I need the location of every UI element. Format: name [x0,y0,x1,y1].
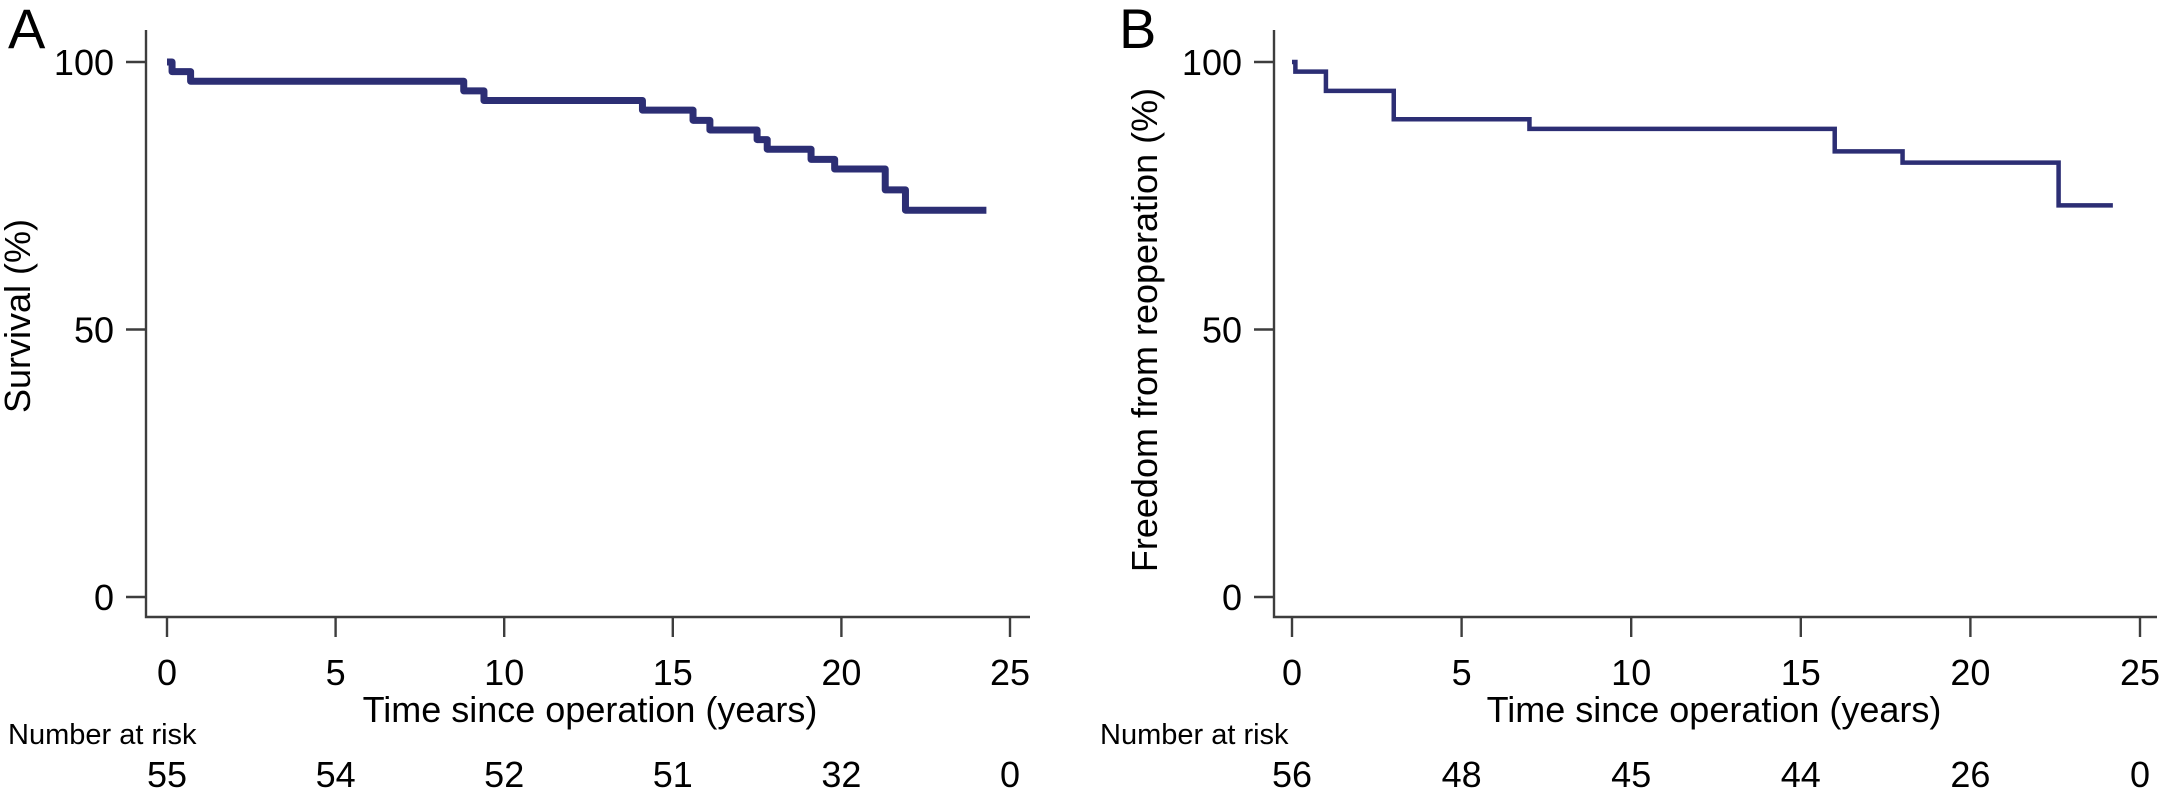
panel-b-number-at-risk-label: Number at risk [1100,719,1289,751]
x-tick-label: 5 [1452,652,1472,693]
risk-count: 0 [1000,754,1020,793]
x-tick-label: 20 [821,652,861,693]
x-tick-label: 0 [1282,652,1302,693]
panel-a-axis-spine [144,30,1030,619]
panel-b-y-axis-title: Freedom from reoperation (%) [1124,87,1165,573]
y-tick-label: 0 [1222,577,1242,618]
panel-b-survival-curve [1292,59,2113,208]
y-tick-label: 50 [1202,310,1242,351]
risk-count: 0 [2130,754,2150,793]
y-tick-label: 0 [94,577,114,618]
x-tick-label: 25 [2120,652,2160,693]
y-tick-label: 50 [74,310,114,351]
x-tick-label: 10 [484,652,524,693]
x-tick-label: 20 [1950,652,1990,693]
panel-a-x-axis-title: Time since operation (years) [362,689,818,730]
x-tick-label: 0 [157,652,177,693]
risk-count: 48 [1442,754,1482,793]
risk-count: 54 [316,754,356,793]
x-tick-label: 15 [1781,652,1821,693]
risk-count: 26 [1950,754,1990,793]
panel-a-letter: A [8,0,46,60]
panel-b-axis-spine [1272,30,2157,619]
x-tick-label: 15 [653,652,693,693]
panel-a-number-at-risk-label: Number at risk [8,719,197,751]
risk-count: 45 [1611,754,1651,793]
risk-count: 55 [147,754,187,793]
x-tick-label: 10 [1611,652,1651,693]
panel-b-x-axis-title: Time since operation (years) [1486,689,1942,730]
y-tick-label: 100 [54,42,114,83]
y-tick-label: 100 [1182,42,1242,83]
risk-count: 56 [1272,754,1312,793]
panel-a-y-axis-title: Survival (%) [0,218,38,414]
risk-count: 51 [653,754,693,793]
risk-count: 52 [484,754,524,793]
x-tick-label: 25 [990,652,1030,693]
risk-count: 44 [1781,754,1821,793]
x-tick-label: 5 [326,652,346,693]
panel-a-survival-curve [167,58,987,214]
panel-b-letter: B [1119,0,1157,60]
risk-count: 32 [821,754,861,793]
